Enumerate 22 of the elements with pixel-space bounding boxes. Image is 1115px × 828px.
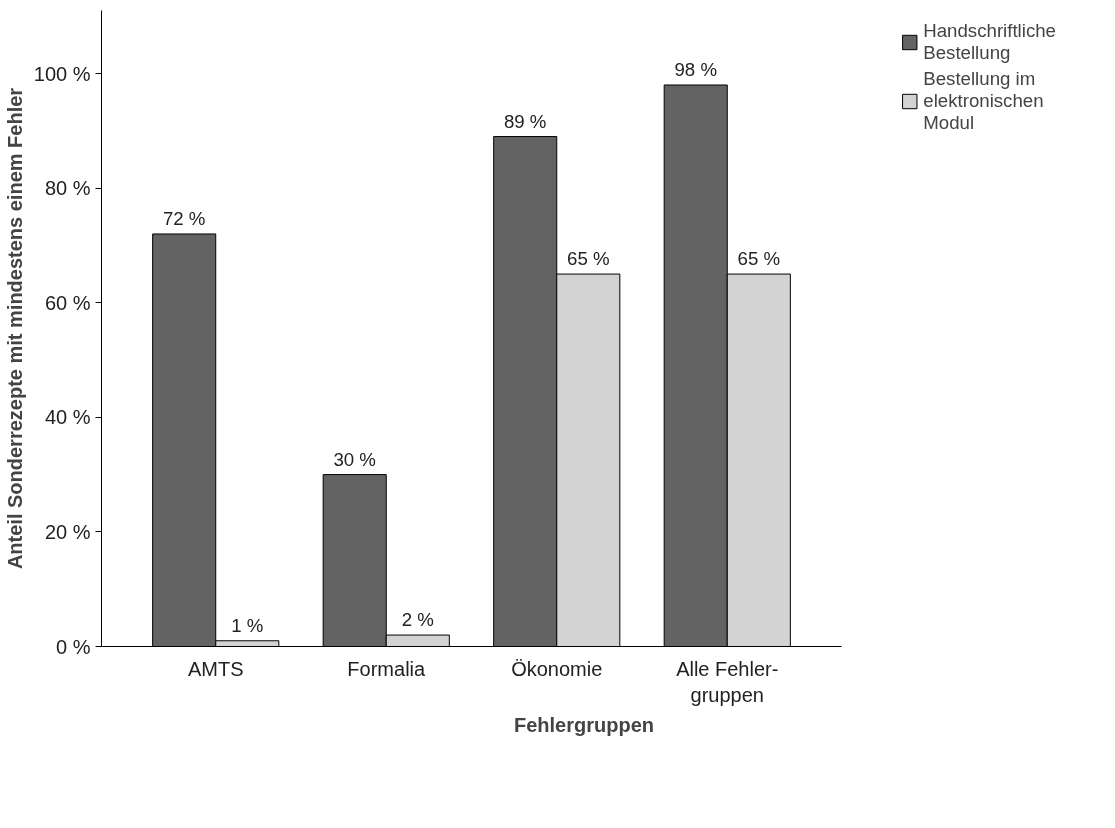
y-tick-label: 100 %	[33, 62, 91, 85]
y-tick-label: 80 %	[44, 177, 91, 200]
y-tick-label: 60 %	[44, 291, 91, 314]
text: 65 %	[567, 248, 610, 270]
y-tick-label: 0 %	[56, 635, 91, 658]
text: 1 %	[231, 614, 264, 636]
y-tick-label: 20 %	[44, 520, 91, 543]
y-tick-label: 40 %	[44, 406, 91, 429]
x-tick-label: Alle Fehler- gruppen	[676, 657, 779, 706]
x-tick-label: Formalia	[347, 657, 427, 680]
text: 89 %	[503, 110, 547, 132]
text: 65 %	[737, 248, 781, 270]
text: 98 %	[674, 58, 717, 80]
x-axis-title: Fehlergruppen	[514, 713, 655, 736]
legend-label: Bestellung im elektronischen Modul	[923, 68, 1044, 134]
y-axis-title: Anteil Sonderrezepte mit mindestens einem Fehler	[3, 87, 26, 570]
x-tick-label: AMTS	[187, 657, 244, 680]
x-tick-label: Ökonomie	[511, 657, 603, 680]
text: 2 %	[401, 609, 434, 631]
legend-label: Handschriftliche Bestellung	[923, 20, 1056, 64]
text: 72 %	[162, 207, 206, 229]
text: 30 %	[333, 448, 376, 470]
